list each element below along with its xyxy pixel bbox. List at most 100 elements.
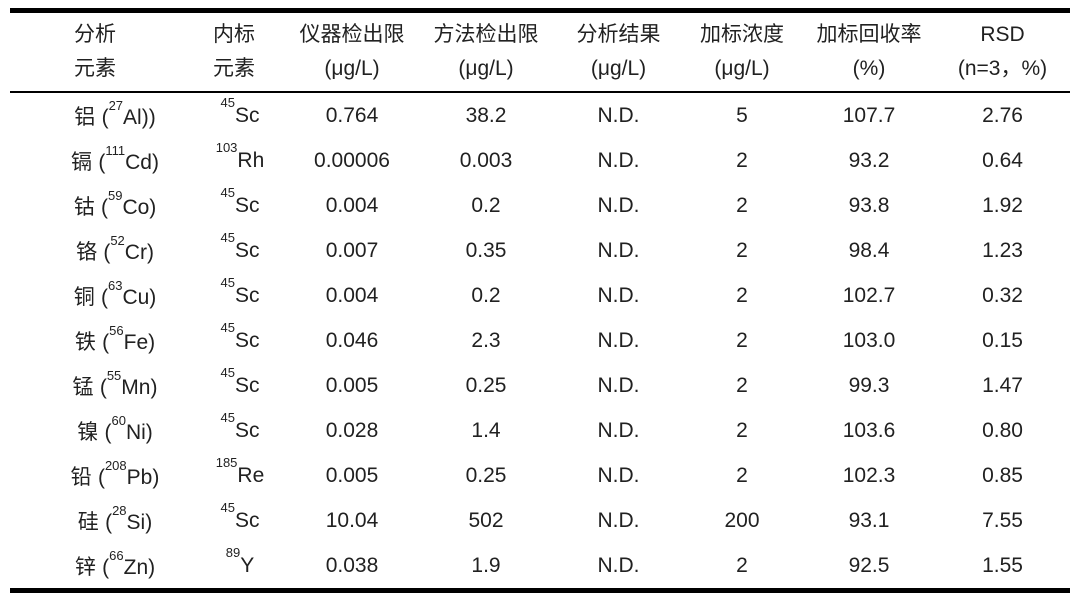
method-detection-limit-cell: 0.25 [465,373,507,397]
analysis-result-cell: N.D. [597,553,640,577]
rsd-cell: 0.15 [982,328,1023,352]
method-detection-limit-cell: 0.2 [471,193,501,217]
table-row: 锰 (55Mn) 45Sc 0.005 0.25 N.D. 2 99.3 1.47 [10,363,1070,408]
istd-isotope-mass: 89 [225,544,241,560]
col-header-spike-concentration: 加标浓度 (μg/L) [681,11,803,93]
rsd-cell: 0.32 [982,283,1023,307]
internal-standard-cell: 45Sc [180,92,288,138]
method-detection-limit-cell: 0.35 [465,238,507,262]
internal-standard-cell: 45Sc [180,183,288,228]
analyte-isotope-mass: 55 [106,367,122,383]
analyte-cell: 铬 (52Cr) [10,228,180,273]
istd-isotope-mass: 45 [220,499,235,515]
analyte-symbol: Pb) [126,465,160,489]
istd-isotope-mass: 45 [220,184,235,200]
analyte-cell: 锰 (55Mn) [10,363,180,408]
analyte-cell: 硅 (28Si) [10,498,180,543]
internal-standard-cell: 89Y [180,543,288,591]
analysis-result-cell: N.D. [597,328,640,352]
istd-isotope-mass: 45 [220,229,235,245]
spike-concentration-cell: 200 [724,508,760,532]
spike-concentration-cell: 2 [736,463,748,487]
col-header-instrument-detection-limit: 仪器检出限 (μg/L) [288,11,416,93]
spike-recovery-cell: 98.4 [848,238,890,262]
method-detection-limit-cell: 0.2 [471,283,501,307]
rsd-cell: 1.55 [982,553,1023,577]
spike-recovery-cell: 99.3 [848,373,890,397]
istd-symbol: Re [237,463,265,487]
spike-recovery-cell: 103.6 [842,418,896,442]
analyte-open-paren: ( [100,195,108,219]
header-unit: (μg/L) [458,57,514,80]
header-text: 方法检出限 [433,23,539,46]
analyte-name: 镉 [71,150,93,174]
analyte-isotope-mass: 60 [111,412,126,428]
analyte-symbol: Fe) [123,330,156,354]
instrument-detection-limit-cell: 0.764 [325,103,379,127]
analyte-name: 铬 [76,240,98,264]
instrument-detection-limit-cell: 10.04 [325,508,379,532]
rsd-cell: 0.64 [982,148,1023,172]
method-detection-limit-cell: 1.4 [471,418,501,442]
spike-concentration-cell: 2 [736,283,748,307]
spike-concentration-cell: 2 [736,373,748,397]
internal-standard-cell: 45Sc [180,408,288,453]
spike-concentration-cell: 2 [736,148,748,172]
analysis-result-cell: N.D. [597,193,640,217]
analyte-cell: 锌 (66Zn) [10,543,180,591]
analyte-cell: 镍 (60Ni) [10,408,180,453]
istd-symbol: Sc [234,328,260,352]
table-row: 镉 (111Cd) 103Rh 0.00006 0.003 N.D. 2 93.2… [10,138,1070,183]
header-unit: (n=3，%) [957,57,1048,80]
method-detection-limit-cell: 502 [468,508,504,532]
analyte-symbol: Ni) [125,420,153,444]
istd-symbol: Y [240,553,255,577]
rsd-cell: 0.85 [982,463,1023,487]
table-row: 镍 (60Ni) 45Sc 0.028 1.4 N.D. 2 103.6 0.80 [10,408,1070,453]
rsd-cell: 1.47 [982,373,1023,397]
instrument-detection-limit-cell: 0.004 [325,283,379,307]
analyte-isotope-mass: 111 [105,142,126,158]
analyte-open-paren: ( [102,555,110,579]
analyte-open-paren: ( [103,240,111,264]
analyte-name: 铜 [73,285,95,309]
instrument-detection-limit-cell: 0.007 [325,238,379,262]
instrument-detection-limit-cell: 0.005 [325,373,379,397]
analyte-open-paren: ( [102,330,110,354]
istd-isotope-mass: 45 [220,409,235,425]
internal-standard-cell: 45Sc [180,363,288,408]
rsd-cell: 1.23 [982,238,1023,262]
header-unit: (μg/L) [324,57,380,80]
analyte-open-paren: ( [100,285,108,309]
analyte-isotope-mass: 52 [110,232,125,248]
analyte-symbol: Mn) [121,375,158,399]
analyte-name: 锌 [74,555,96,579]
analyte-isotope-mass: 208 [104,457,127,473]
istd-symbol: Sc [234,283,260,307]
header-unit: (%) [852,57,886,80]
istd-symbol: Sc [234,238,260,262]
analyte-open-paren: ( [98,150,106,174]
instrument-detection-limit-cell: 0.004 [325,193,379,217]
analyte-name: 镍 [77,420,99,444]
spike-concentration-cell: 2 [736,328,748,352]
rsd-cell: 0.80 [982,418,1023,442]
analyte-open-paren: ( [104,420,112,444]
analyte-symbol: Cd) [125,150,159,174]
analysis-result-cell: N.D. [597,418,640,442]
analyte-cell: 铝 (27Al)) [10,92,180,138]
header-text: 加标回收率 [816,23,922,46]
analyte-name: 硅 [77,510,99,534]
instrument-detection-limit-cell: 0.038 [325,553,379,577]
table-row: 钴 (59Co) 45Sc 0.004 0.2 N.D. 2 93.8 1.92 [10,183,1070,228]
spike-recovery-cell: 93.2 [848,148,890,172]
spike-recovery-cell: 92.5 [848,553,890,577]
analyte-open-paren: ( [105,510,113,534]
table-row: 锌 (66Zn) 89Y 0.038 1.9 N.D. 2 92.5 1.55 [10,543,1070,591]
analyte-isotope-mass: 66 [109,547,124,563]
spike-concentration-cell: 2 [736,553,748,577]
header-text: 元素 [74,57,116,80]
analyte-cell: 铁 (56Fe) [10,318,180,363]
istd-symbol: Sc [234,373,260,397]
col-header-spike-recovery: 加标回收率 (%) [803,11,935,93]
